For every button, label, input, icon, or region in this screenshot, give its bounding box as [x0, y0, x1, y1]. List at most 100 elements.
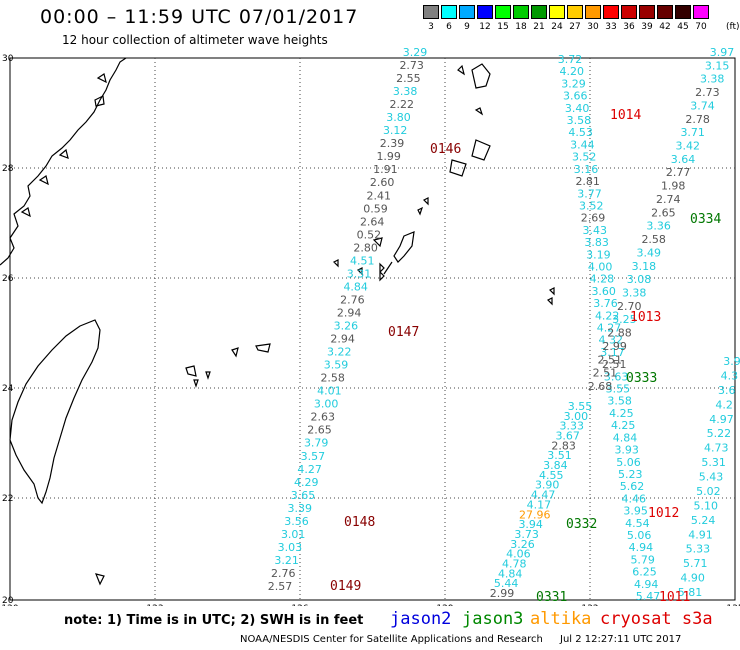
china-coastline — [0, 57, 127, 266]
wave-height-value: 2.68 — [588, 380, 613, 393]
wave-height-value: 4.25 — [609, 407, 634, 420]
wave-height-value: 3.52 — [579, 200, 604, 213]
wave-height-value: 4.32 — [599, 334, 624, 347]
axis-tick-labels: 120 123 126 129 132 135 30 28 26 24 22 20 — [1, 54, 740, 606]
color-scale-label: 18 — [515, 22, 527, 32]
color-scale-label: 6 — [446, 22, 452, 32]
color-scale-swatch — [657, 5, 673, 19]
wave-height-value: 3.77 — [577, 187, 602, 200]
wave-height-value: 3.38 — [393, 85, 418, 98]
wave-height-value: 3.64 — [671, 153, 696, 166]
wave-height-value: 3.12 — [383, 124, 408, 137]
wave-height-value: 3.03 — [278, 541, 303, 554]
wave-height-value: 5.02 — [696, 485, 721, 498]
wave-height-value: 3.26 — [510, 538, 535, 551]
wave-height-value: 3.97 — [710, 46, 735, 59]
wave-height-value: 2.73 — [695, 86, 720, 99]
page-title: 00:00 – 11:59 UTC 07/01/2017 — [40, 6, 359, 28]
wave-height-value: 27.96 — [519, 508, 551, 521]
orbit-labels: 0146 0147 0148 0149 1014 1013 1012 1011 0334 0333… — [330, 108, 721, 605]
color-scale-swatch — [495, 5, 511, 19]
legend-jason2: jason2 — [390, 609, 452, 629]
wave-height-value: 2.81 — [575, 175, 600, 188]
wave-height-value: 3.51 — [547, 449, 572, 462]
wave-height-value: 3.57 — [301, 450, 326, 463]
color-scale-label: 42 — [659, 22, 671, 32]
wave-height-value: 5.31 — [701, 456, 726, 469]
wave-height-value: 2.65 — [307, 424, 332, 437]
color-scale-swatch — [441, 5, 457, 19]
orbit-number-label: 0147 — [388, 325, 419, 340]
wave-height-value: 2.94 — [330, 333, 355, 346]
wave-height-value: 2.64 — [360, 215, 385, 228]
orbit-number-label: 1013 — [630, 310, 661, 325]
wave-height-value: 3.67 — [555, 430, 580, 443]
wave-height-value: 4.94 — [634, 578, 659, 591]
wave-height-value: 2.73 — [399, 59, 424, 72]
wave-height-value: 3.19 — [586, 248, 611, 261]
wave-height-value: 3.26 — [334, 320, 359, 333]
wave-height-value: 3.80 — [386, 111, 411, 124]
orbit-number-label: 0148 — [344, 515, 375, 530]
wave-height-value: 5.47 — [636, 590, 661, 603]
wave-height-value: 4.29 — [294, 476, 319, 489]
color-scale-label: 30 — [587, 22, 599, 32]
wave-height-value: 3.58 — [607, 395, 632, 408]
wave-height-value: 3.01 — [281, 528, 306, 541]
footer: note: 1) Time is in UTC; 2) SWH is in fe… — [0, 606, 740, 650]
wave-height-value: 5.71 — [683, 557, 708, 570]
wave-height-value: 3.16 — [574, 163, 599, 176]
wave-height-value: 3.15 — [705, 59, 730, 72]
color-scale-swatch — [423, 5, 439, 19]
generated-timestamp: Jul 2 12:27:11 UTC 2017 — [560, 634, 682, 645]
wave-height-value: 2.51 — [602, 358, 627, 371]
orbit-number-label: 1012 — [648, 506, 679, 521]
color-scale-label: 27 — [569, 22, 581, 32]
lat-tick-label: 22 — [2, 494, 13, 504]
color-scale-label: 39 — [641, 22, 653, 32]
wave-height-value: 3.76 — [593, 297, 618, 310]
color-scale-unit: (ft) — [726, 22, 740, 32]
wave-height-value: 3.79 — [304, 437, 329, 450]
wave-height-value: 0.52 — [357, 228, 382, 241]
wave-height-value: 3.90 — [535, 479, 560, 492]
color-scale-swatch — [531, 5, 547, 19]
wave-height-value: 3.95 — [623, 505, 648, 518]
lat-tick-label: 24 — [2, 384, 14, 394]
wave-height-value: 4.22 — [595, 309, 620, 322]
wave-height-value: 5.22 — [707, 427, 732, 440]
wave-height-value: 5.10 — [694, 499, 719, 512]
orbit-number-label: 0334 — [690, 212, 721, 227]
wave-height-value: 4.2 — [715, 398, 733, 411]
wave-height-value: 3.74 — [690, 99, 715, 112]
orbit-number-label: 0332 — [566, 517, 597, 532]
wave-height-value: 2.70 — [617, 300, 642, 313]
color-scale-swatch — [459, 5, 475, 19]
wave-height-value: 3.40 — [565, 102, 590, 115]
wave-height-value: 3.6 — [718, 384, 736, 397]
lat-tick-label: 28 — [2, 164, 14, 174]
wave-height-value: 3.08 — [627, 273, 652, 286]
wave-height-value: 2.63 — [311, 411, 336, 424]
legend-altika: altika — [530, 609, 592, 629]
wave-height-value: 2.60 — [370, 176, 395, 189]
wave-height-value: 4.00 — [588, 261, 613, 274]
wave-height-value: 5.06 — [627, 529, 652, 542]
wave-height-value: 3.60 — [591, 285, 616, 298]
wave-height-value: 4.91 — [688, 528, 713, 541]
wave-height-value: 4.54 — [625, 517, 650, 530]
wave-height-value: 6.25 — [632, 566, 657, 579]
color-scale-swatch — [513, 5, 529, 19]
ryukyu-islands — [332, 197, 429, 282]
wave-height-value: 4.55 — [539, 469, 564, 482]
orbit-number-label: 0146 — [430, 142, 461, 157]
wave-height-value: 5.81 — [678, 586, 703, 599]
sakishima-islands — [185, 343, 271, 388]
wave-height-value: 3.66 — [563, 90, 588, 103]
wave-height-value: 4.17 — [527, 498, 552, 511]
wave-height-map: 120123126129132135302826242220 3.292.732… — [0, 46, 740, 606]
altimeter-tracks: 3.292.732.553.382.223.803.122.391.991.91… — [268, 46, 740, 603]
lon-tick-label: 132 — [581, 604, 598, 606]
color-scale-swatch — [549, 5, 565, 19]
wave-height-value: 3.39 — [288, 502, 313, 515]
